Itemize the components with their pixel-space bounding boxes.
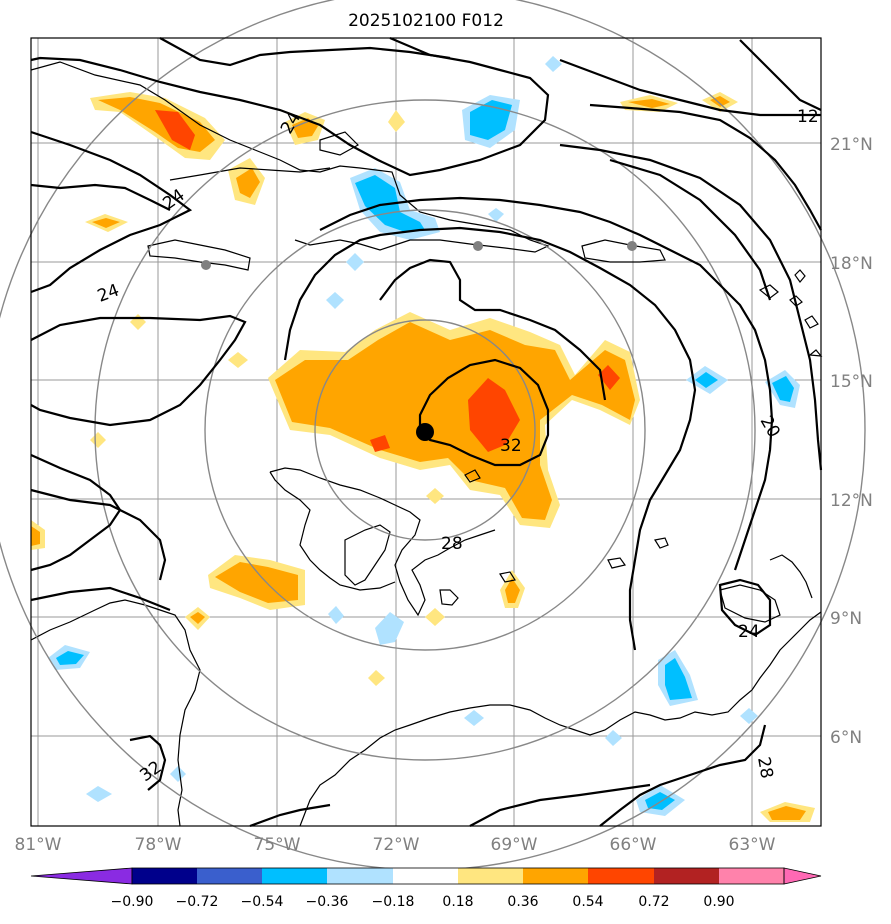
colorbar-swatch bbox=[262, 868, 327, 884]
colorbar-label: −0.36 bbox=[306, 894, 349, 910]
contour-label: 28 bbox=[441, 534, 463, 554]
colorbar-swatch bbox=[393, 868, 458, 884]
colorbar-swatch bbox=[719, 868, 784, 884]
map-frame bbox=[30, 37, 822, 827]
colorbar-swatch bbox=[197, 868, 262, 884]
colorbar-swatch bbox=[588, 868, 654, 884]
colorbar-frame bbox=[131, 867, 785, 885]
colorbar-label: 0.72 bbox=[638, 894, 669, 910]
colorbar-extend-low bbox=[30, 867, 133, 885]
coastlines bbox=[30, 61, 823, 827]
contour-label: 32 bbox=[500, 436, 522, 456]
lon-tick-label: 69°W bbox=[491, 835, 538, 855]
colorbar-label: 0.36 bbox=[507, 894, 538, 910]
lat-tick-label: 12°N bbox=[830, 491, 873, 511]
colorbar: −0.90 −0.72 −0.54 −0.36 −0.18 0.18 0.36 … bbox=[30, 867, 822, 910]
lon-tick-label: 66°W bbox=[610, 835, 657, 855]
lon-tick-label: 81°W bbox=[15, 835, 62, 855]
city-dot bbox=[627, 241, 637, 251]
height-contours bbox=[30, 36, 823, 828]
city-dot bbox=[201, 260, 211, 270]
colorbar-extend-high bbox=[783, 867, 822, 885]
lon-tick-label: 72°W bbox=[373, 835, 420, 855]
colorbar-label: 0.90 bbox=[703, 894, 734, 910]
lat-tick-label: 15°N bbox=[830, 372, 873, 392]
map-title: 2025102100 F012 bbox=[348, 11, 504, 31]
lon-tick-label: 75°W bbox=[254, 835, 301, 855]
colorbar-swatch bbox=[458, 868, 523, 884]
map-panel: 12 24 24 24 20 32 28 24 28 32 bbox=[0, 0, 866, 871]
city-dot bbox=[473, 241, 483, 251]
colorbar-label: 0.54 bbox=[572, 894, 603, 910]
storm-center-marker bbox=[416, 423, 434, 441]
colorbar-label: −0.54 bbox=[241, 894, 284, 910]
contour-label: 28 bbox=[753, 755, 776, 780]
lat-tick-label: 6°N bbox=[830, 728, 862, 748]
colorbar-label: −0.72 bbox=[176, 894, 219, 910]
lon-tick-label: 78°W bbox=[135, 835, 182, 855]
latitude-labels: 21°N 18°N 15°N 12°N 9°N 6°N bbox=[830, 135, 873, 748]
colorbar-swatch bbox=[132, 868, 197, 884]
colorbar-label: 0.18 bbox=[442, 894, 473, 910]
colorbar-label: −0.18 bbox=[372, 894, 415, 910]
colorbar-swatch bbox=[327, 868, 393, 884]
lat-tick-label: 21°N bbox=[830, 135, 873, 155]
contour-label: 24 bbox=[738, 622, 760, 642]
colorbar-swatch bbox=[654, 868, 719, 884]
colorbar-label: −0.90 bbox=[111, 894, 154, 910]
markers bbox=[201, 241, 637, 441]
longitude-labels: 81°W 78°W 75°W 72°W 69°W 66°W 63°W bbox=[15, 835, 776, 855]
lat-tick-label: 18°N bbox=[830, 254, 873, 274]
contour-labels: 12 24 24 24 20 32 28 24 28 32 bbox=[95, 107, 819, 786]
lat-tick-label: 9°N bbox=[830, 609, 862, 629]
lon-tick-label: 63°W bbox=[729, 835, 776, 855]
colorbar-swatch bbox=[523, 868, 588, 884]
contour-label: 12 bbox=[797, 107, 819, 127]
